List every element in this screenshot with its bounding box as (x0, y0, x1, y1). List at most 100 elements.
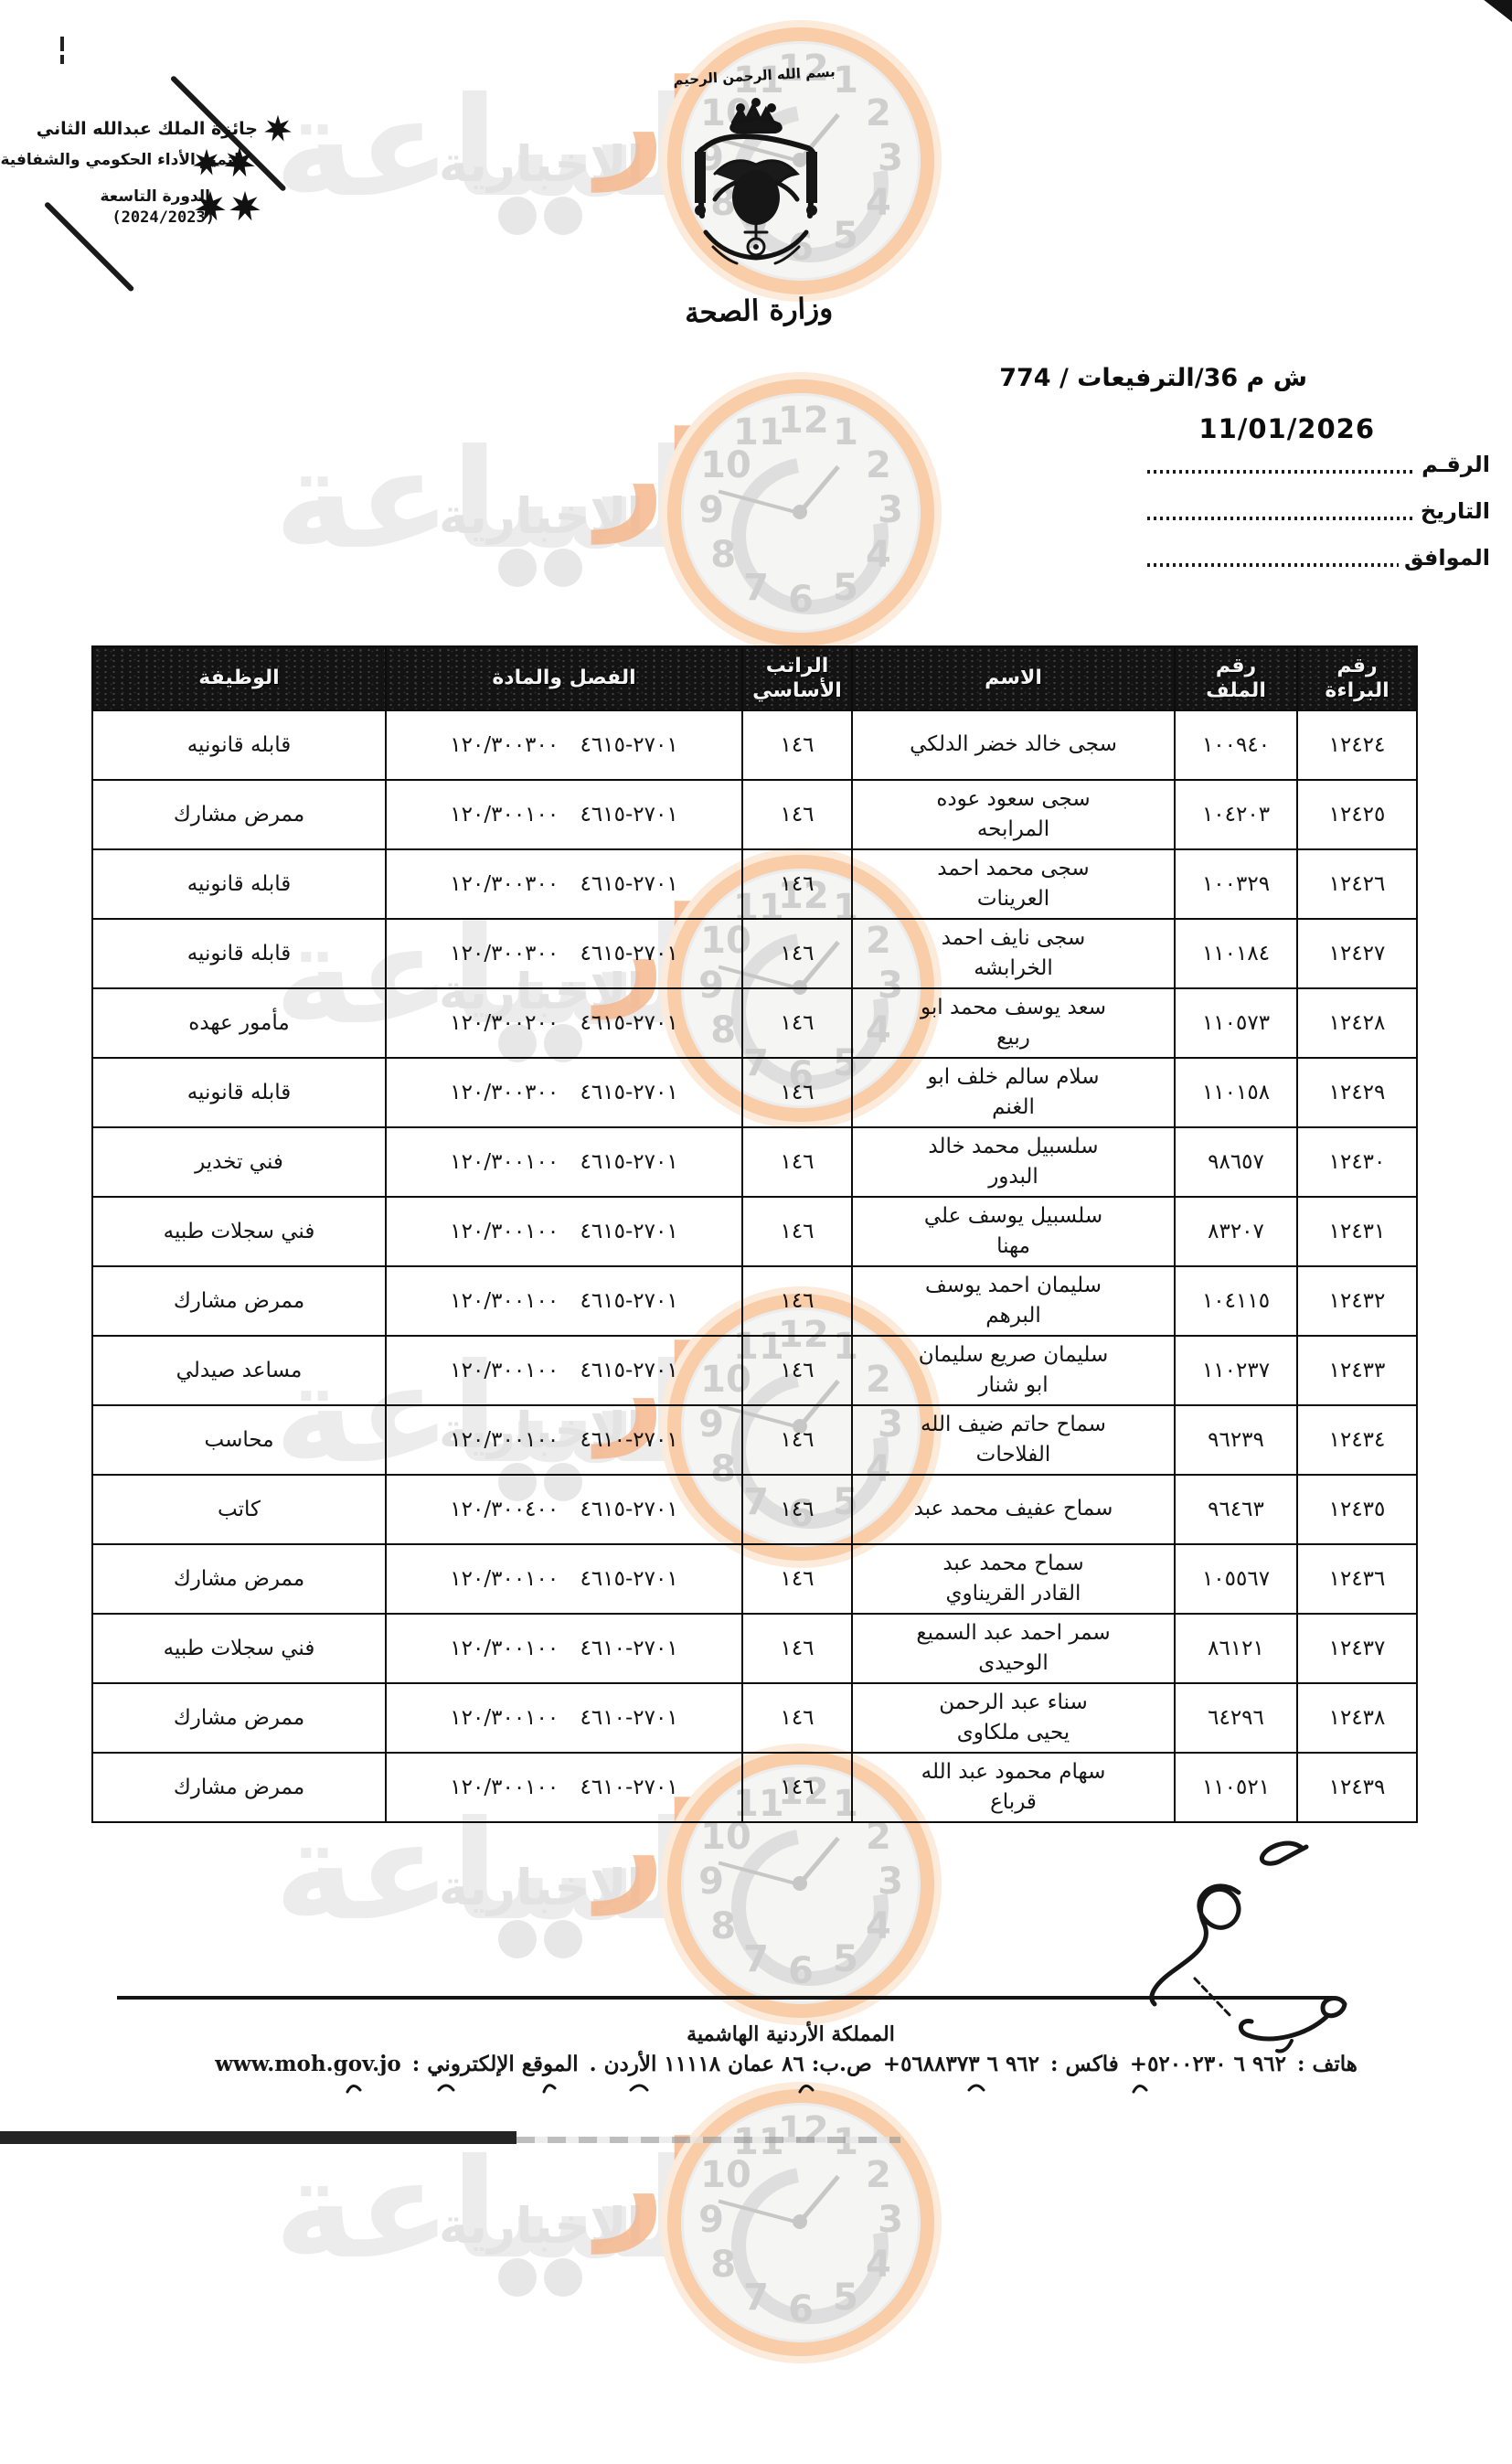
header-chapter-article: الفصل والمادة (385, 645, 743, 711)
cell-basic-salary: ١٤٦ (741, 779, 853, 850)
seven-pointed-star-icon (229, 190, 261, 221)
table-row: ١٢٤٣٩ ١١٠٥٢١ سهام محمود عبد الله قرباع ١… (91, 1752, 1418, 1823)
cell-file-number: ١١٠١٥٨ (1174, 1057, 1298, 1128)
watermark-news-word: الإخبارية (439, 135, 644, 193)
phone-label: هاتف : (1297, 2052, 1358, 2076)
website-label: الموقع الإلكتروني : (411, 2052, 579, 2076)
table-row: ١٢٤٣٦ ١٠٥٥٦٧ سماح محمد عبد القادر القرين… (91, 1543, 1418, 1615)
cell-basic-salary: ١٤٦ (741, 1543, 853, 1615)
cell-serial-number: ١٢٤٣٨ (1296, 1682, 1418, 1754)
field-number-row: الرقـم (1147, 450, 1490, 477)
cell-serial-number: ١٢٤٣٦ (1296, 1543, 1418, 1615)
cell-basic-salary: ١٤٦ (741, 1196, 853, 1267)
watermark-big-word: الساعة (274, 421, 741, 580)
cell-serial-number: ١٢٤٢٧ (1296, 918, 1418, 989)
watermark-news-word: الإخبارية (439, 487, 644, 545)
seven-pointed-star-icon (224, 146, 255, 177)
cell-serial-number: ١٢٤٣٣ (1296, 1335, 1418, 1406)
cell-chapter-article: ٢٧٠١-٤٦١٥ ١٢٠/٣٠٠٣٠٠ (385, 848, 743, 920)
cell-job-title: كاتب (91, 1474, 387, 1545)
cell-file-number: ١٠٤٢٠٣ (1174, 779, 1298, 850)
cell-name: سجى نايف احمد الخرابشه (851, 918, 1176, 989)
dotted-line (1147, 470, 1417, 474)
cell-job-title: ممرض مشارك (91, 1543, 387, 1615)
ministry-title: وزارة الصحة (684, 292, 834, 330)
stamp-award-subtitle: لتميز الأداء الحكومي والشفافية (0, 151, 240, 169)
cell-serial-number: ١٢٤٣٥ (1296, 1474, 1418, 1545)
cell-name: سهام محمود عبد الله قرباع (851, 1752, 1176, 1823)
table-row: ١٢٤٣١ ٨٣٢٠٧ سلسبيل يوسف علي مهنا ١٤٦ ٢٧٠… (91, 1196, 1418, 1267)
award-stamp: جائزة الملك عبدالله الثاني لتميز الأداء … (0, 27, 338, 293)
website-url: www.moh.gov.jo (215, 2052, 401, 2076)
cell-chapter-article: ٢٧٠١-٤٦١٥ ١٢٠/٣٠٠٢٠٠ (385, 987, 743, 1059)
table-row: ١٢٤٣٥ ٩٦٤٦٣ سماح عفيف محمد عبد ١٤٦ ٢٧٠١-… (91, 1474, 1418, 1545)
scan-artifact (60, 55, 64, 64)
document-date: 11/01/2026 (1198, 413, 1375, 444)
scan-artifact (346, 2084, 1148, 2094)
cell-basic-salary: ١٤٦ (741, 1752, 853, 1823)
field-date-row: التاريخ (1147, 496, 1490, 524)
cell-name: سلام سالم خلف ابو الغنم (851, 1057, 1176, 1128)
pobox-text: ص.ب: ٨٦ عمان ١١١١٨ الأردن . (589, 2052, 872, 2076)
cell-chapter-article: ٢٧٠١-٤٦١٥ ١٢٠/٣٠٠٣٠٠ (385, 918, 743, 989)
table-row: ١٢٤٢٤ ١٠٠٩٤٠ سجى خالد خضر الدلكي ١٤٦ ٢٧٠… (91, 709, 1418, 781)
watermark-brand: مدار (596, 405, 847, 544)
cell-serial-number: ١٢٤٢٥ (1296, 779, 1418, 850)
fax-label: فاكس : (1050, 2052, 1119, 2076)
cell-file-number: ٩٦٤٦٣ (1174, 1474, 1298, 1545)
cell-basic-salary: ١٤٦ (741, 1404, 853, 1476)
header-file-number: رقم الملف (1174, 645, 1298, 711)
header-basic-salary: الراتب الأساسي (741, 645, 853, 711)
cell-file-number: ١١٠١٨٤ (1174, 918, 1298, 989)
cell-job-title: قابله قانونيه (91, 848, 387, 920)
cell-serial-number: ١٢٤٣٤ (1296, 1404, 1418, 1476)
cell-basic-salary: ١٤٦ (741, 1682, 853, 1754)
cell-file-number: ١١٠٥٧٣ (1174, 987, 1298, 1059)
cell-job-title: قابله قانونيه (91, 709, 387, 781)
watermark-brand: مدار (596, 2115, 847, 2254)
cell-chapter-article: ٢٧٠١-٤٦١٥ ١٢٠/٣٠٠٣٠٠ (385, 1057, 743, 1128)
cell-serial-number: ١٢٤٢٨ (1296, 987, 1418, 1059)
table-row: ١٢٤٣٢ ١٠٤١١٥ سليمان احمد يوسف البرهم ١٤٦… (91, 1265, 1418, 1337)
phone-number: +٩٦٢ ٦ ٥٢٠٠٢٣٠ (1129, 2052, 1287, 2076)
cell-chapter-article: ٢٧٠١-٤٦١٥ ١٢٠/٣٠٠٤٠٠ (385, 1474, 743, 1545)
header-fields: الرقـم التاريخ الموافق (1147, 450, 1490, 590)
cell-basic-salary: ١٤٦ (741, 1265, 853, 1337)
cell-serial-number: ١٢٤٣٢ (1296, 1265, 1418, 1337)
cell-chapter-article: ٢٧٠١-٤٦١٥ ١٢٠/٣٠٠١٠٠ (385, 1126, 743, 1198)
cell-serial-number: ١٢٤٣٧ (1296, 1613, 1418, 1684)
cell-name: سماح محمد عبد القادر القريناوي (851, 1543, 1176, 1615)
cell-name: سليمان احمد يوسف البرهم (851, 1265, 1176, 1337)
scan-artifact (0, 2131, 516, 2144)
cell-file-number: ١٠٤١١٥ (1174, 1265, 1298, 1337)
cell-name: سلسبيل يوسف علي مهنا (851, 1196, 1176, 1267)
cell-file-number: ١١٠٥٢١ (1174, 1752, 1298, 1823)
table-row: ١٢٤٢٦ ١٠٠٣٢٩ سجى محمد احمد العرينات ١٤٦ … (91, 848, 1418, 920)
cell-serial-number: ١٢٤٣١ (1296, 1196, 1418, 1267)
table-row: ١٢٤٣٠ ٩٨٦٥٧ سلسبيل محمد خالد البدور ١٤٦ … (91, 1126, 1418, 1198)
cell-job-title: ممرض مشارك (91, 1265, 387, 1337)
cell-job-title: ممرض مشارك (91, 779, 387, 850)
cell-chapter-article: ٢٧٠١-٤٦١٠ ١٢٠/٣٠٠١٠٠ (385, 1613, 743, 1684)
watermark-news-word: الإخبارية (439, 1859, 644, 1916)
cell-serial-number: ١٢٤٢٩ (1296, 1057, 1418, 1128)
cell-job-title: قابله قانونيه (91, 1057, 387, 1128)
cell-serial-number: ١٢٤٣٠ (1296, 1126, 1418, 1198)
stamp-award-title: جائزة الملك عبدالله الثاني (36, 119, 258, 139)
cell-basic-salary: ١٤٦ (741, 987, 853, 1059)
fax-number: +٩٦٢ ٦ ٥٦٨٨٣٧٣ (882, 2052, 1040, 2076)
cell-job-title: فني سجلات طبيه (91, 1613, 387, 1684)
document-reference: ش م 36/الترفيعات / 774 (999, 364, 1307, 392)
field-date-label: التاريخ (1420, 498, 1490, 524)
cell-job-title: ممرض مشارك (91, 1752, 387, 1823)
cell-basic-salary: ١٤٦ (741, 1057, 853, 1128)
seven-pointed-star-icon (195, 190, 226, 221)
cell-name: سناء عبد الرحمن يحيى ملكاوى (851, 1682, 1176, 1754)
field-corresponding-label: الموافق (1404, 545, 1490, 571)
watermark-big-word: الساعة (274, 2130, 741, 2289)
stamp-session: الدورة التاسعة (100, 187, 211, 206)
cell-file-number: ٦٤٢٩٦ (1174, 1682, 1298, 1754)
cell-job-title: فني تخدير (91, 1126, 387, 1198)
